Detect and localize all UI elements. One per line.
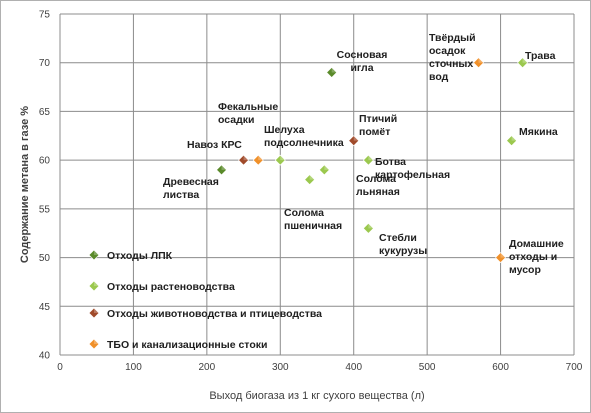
data-point-highlight xyxy=(280,155,286,161)
point-label: Стебли кукурузы xyxy=(379,232,427,257)
point-label: Домашние отходы и мусор xyxy=(509,238,564,276)
legend-marker xyxy=(88,280,100,292)
legend-marker-highlight xyxy=(94,308,99,313)
data-point-highlight xyxy=(258,155,264,161)
y-tick-label: 65 xyxy=(39,107,51,118)
data-point xyxy=(304,174,316,186)
data-point xyxy=(362,154,374,166)
point-label: Трава xyxy=(525,50,556,62)
legend-marker-highlight xyxy=(94,281,99,286)
data-point xyxy=(252,154,264,166)
y-tick-label: 45 xyxy=(39,302,51,313)
point-label: Солома пшеничная xyxy=(284,207,342,232)
data-point-highlight xyxy=(324,164,330,170)
legend-marker-shape xyxy=(88,280,100,292)
legend-marker xyxy=(88,307,100,319)
point-label: Солома льняная xyxy=(356,173,400,198)
data-point-highlight xyxy=(511,135,517,141)
data-point-shape xyxy=(252,154,264,166)
data-point-shape xyxy=(517,57,529,69)
x-tick-label: 300 xyxy=(272,362,289,373)
data-point-highlight xyxy=(221,164,227,170)
y-tick-label: 55 xyxy=(39,204,51,215)
data-point-shape xyxy=(473,57,484,69)
x-tick-label: 700 xyxy=(566,362,583,373)
point-label: Фекальные осадки xyxy=(218,101,278,126)
data-point xyxy=(495,252,506,263)
data-point-shape xyxy=(304,174,316,186)
legend-marker-shape xyxy=(88,249,100,261)
data-point-shape xyxy=(362,222,374,234)
y-tick-label: 40 xyxy=(39,351,51,362)
data-point xyxy=(216,164,227,176)
legend-label: Отходы ЛПК xyxy=(107,250,173,262)
legend-marker xyxy=(88,249,100,261)
data-point-highlight xyxy=(368,223,374,229)
data-point-highlight xyxy=(309,174,315,180)
data-point-shape xyxy=(495,252,506,263)
data-point-shape xyxy=(238,154,249,166)
point-label: Мякина xyxy=(519,126,558,138)
y-tick-label: 60 xyxy=(39,156,51,167)
x-tick-label: 400 xyxy=(345,362,362,373)
axes: 0 100 200 300 400 500 600 700 40 45 50 55 60 65 70 75 Вы… xyxy=(19,10,583,403)
point-label: Ботва картофельная xyxy=(375,156,450,181)
data-point-highlight xyxy=(478,57,484,63)
legend-label: ТБО и канализационные стоки xyxy=(107,339,267,351)
x-tick-label: 200 xyxy=(199,362,216,373)
x-axis-title: Выход биогаза из 1 кг сухого вещества (л… xyxy=(209,390,424,402)
point-labels: Древесная листва Сосновая игла Шелуха подсолн… xyxy=(163,32,564,276)
y-tick-label: 50 xyxy=(39,253,51,264)
legend-marker-shape xyxy=(88,338,100,350)
data-point xyxy=(238,154,249,166)
data-point-highlight xyxy=(500,252,506,258)
x-tick-label: 100 xyxy=(125,362,142,373)
data-points xyxy=(216,57,529,263)
point-label: Шелуха подсолнечника xyxy=(264,124,344,149)
data-point xyxy=(506,135,518,147)
data-point-shape xyxy=(318,164,330,176)
data-point xyxy=(362,222,374,234)
data-point xyxy=(318,164,330,176)
data-point-highlight xyxy=(368,155,374,161)
data-point-shape xyxy=(216,164,227,176)
point-label: Навоз КРС xyxy=(187,139,242,151)
data-point-shape xyxy=(506,135,518,147)
x-tick-label: 0 xyxy=(57,362,63,373)
data-point-highlight xyxy=(522,57,528,63)
legend-label: Отходы животноводства и птицеводства xyxy=(107,308,322,320)
legend-marker xyxy=(88,338,100,350)
data-point-highlight xyxy=(243,155,249,161)
grid xyxy=(59,13,575,356)
point-label: Сосновая игла xyxy=(337,49,388,74)
legend-marker-highlight xyxy=(94,339,99,344)
x-tick-label: 500 xyxy=(419,362,436,373)
data-point-shape xyxy=(348,135,360,147)
y-tick-label: 75 xyxy=(39,10,51,21)
point-label: Твёрдый осадок сточных вод xyxy=(429,32,476,83)
data-point xyxy=(473,57,484,69)
y-tick-label: 70 xyxy=(39,58,51,69)
legend-label: Отходы растеноводства xyxy=(107,281,235,293)
data-point-highlight xyxy=(331,67,337,73)
data-point xyxy=(326,67,338,78)
data-point-shape xyxy=(362,154,374,166)
data-point xyxy=(348,135,360,147)
legend-marker-highlight xyxy=(94,250,99,255)
plot-area xyxy=(60,14,574,355)
data-point xyxy=(517,57,529,69)
point-label: Древесная листва xyxy=(163,176,219,201)
data-point-shape xyxy=(274,154,286,166)
point-label: Птичий помёт xyxy=(359,113,397,138)
legend: Отходы ЛПК Отходы растеноводства Отходы жи… xyxy=(88,249,322,351)
data-point xyxy=(274,154,286,166)
legend-marker-shape xyxy=(88,307,100,319)
data-point-highlight xyxy=(353,135,359,141)
x-tick-label: 600 xyxy=(492,362,509,373)
data-point-shape xyxy=(326,67,338,78)
y-axis-title: Содержание метана в газе % xyxy=(19,106,31,263)
